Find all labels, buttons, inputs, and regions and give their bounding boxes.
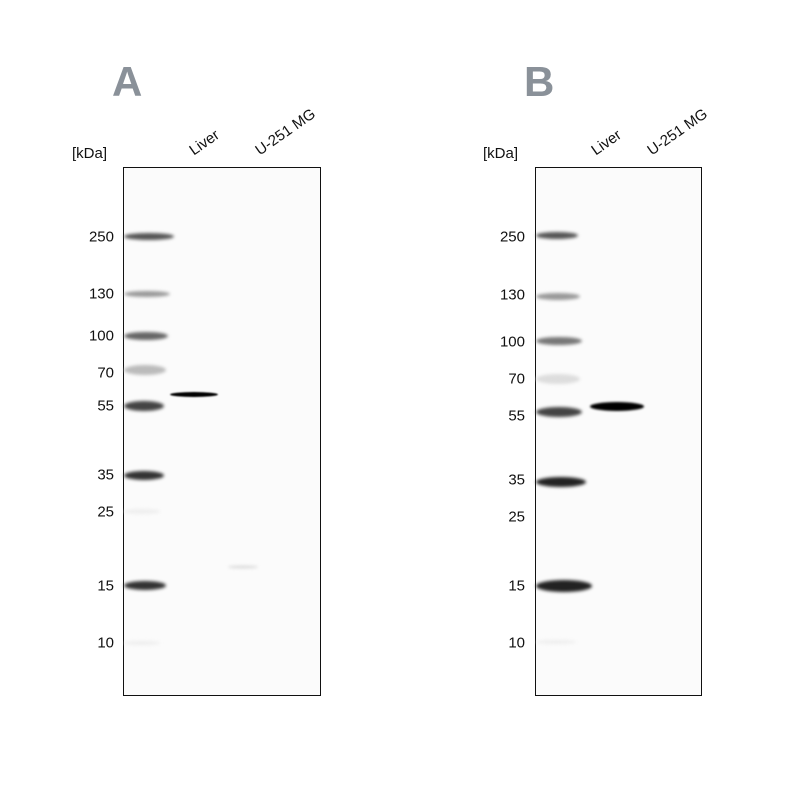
marker-label: 15 bbox=[97, 577, 114, 595]
marker-label: 35 bbox=[508, 471, 525, 489]
marker-label: 130 bbox=[499, 286, 525, 304]
ladder-band bbox=[124, 641, 160, 645]
marker-label: 100 bbox=[499, 333, 525, 351]
marker-label: 70 bbox=[508, 370, 525, 388]
unit-label: [kDa] bbox=[483, 145, 519, 162]
ladder-band bbox=[536, 374, 580, 384]
sample-band-liver bbox=[170, 392, 218, 397]
ladder-band bbox=[536, 640, 576, 644]
panel-letter: A bbox=[112, 58, 143, 105]
ladder-band bbox=[536, 407, 582, 417]
marker-label: 35 bbox=[97, 466, 114, 484]
ladder-band bbox=[124, 401, 164, 411]
sample-band-liver bbox=[590, 402, 644, 411]
marker-label: 130 bbox=[88, 285, 114, 303]
ladder-band bbox=[536, 337, 582, 345]
faint-artifact bbox=[228, 566, 258, 568]
ladder-band bbox=[536, 477, 586, 487]
marker-label: 10 bbox=[97, 634, 114, 652]
blot-membrane bbox=[123, 167, 321, 696]
ladder-band bbox=[124, 233, 174, 240]
panel-letter: B bbox=[524, 58, 555, 105]
marker-label: 100 bbox=[88, 327, 114, 345]
marker-label: 55 bbox=[97, 397, 114, 415]
ladder-band bbox=[536, 580, 592, 592]
lane-label-u251mg: U-251 MG bbox=[252, 105, 319, 159]
marker-label: 250 bbox=[499, 228, 525, 246]
ladder-band bbox=[124, 365, 166, 375]
marker-label: 25 bbox=[508, 508, 525, 526]
marker-label: 25 bbox=[97, 503, 114, 521]
ladder-band bbox=[536, 293, 580, 300]
ladder-band bbox=[124, 581, 166, 590]
ladder-band bbox=[124, 509, 160, 514]
marker-label: 250 bbox=[88, 228, 114, 246]
lane-label-u251mg: U-251 MG bbox=[644, 105, 711, 159]
ladder-band bbox=[536, 232, 578, 239]
ladder-band bbox=[124, 471, 164, 480]
marker-label: 70 bbox=[97, 364, 114, 382]
marker-label: 10 bbox=[508, 634, 525, 652]
lane-label-liver: Liver bbox=[588, 126, 625, 159]
marker-label: 15 bbox=[508, 577, 525, 595]
ladder-band bbox=[124, 291, 170, 297]
marker-label: 55 bbox=[508, 407, 525, 425]
blot-membrane bbox=[535, 167, 702, 696]
lane-label-liver: Liver bbox=[186, 126, 223, 159]
ladder-band bbox=[124, 332, 168, 340]
unit-label: [kDa] bbox=[72, 145, 108, 162]
